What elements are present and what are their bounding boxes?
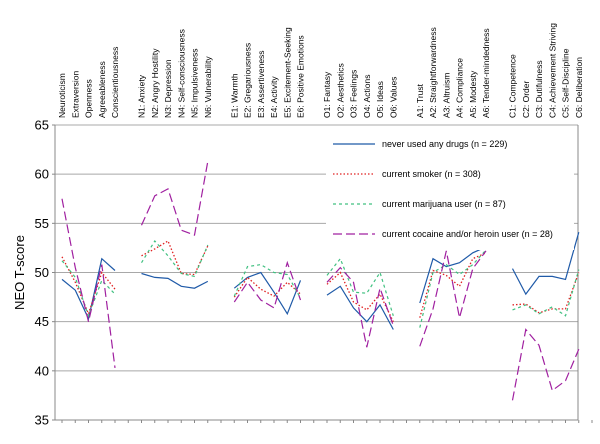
y-axis-label: NEO T-score — [12, 235, 27, 310]
series-line — [141, 272, 209, 289]
x-tick-label: O6: Values — [388, 77, 398, 118]
series-line — [326, 271, 394, 322]
y-tick-label: 60 — [35, 167, 49, 182]
x-tick-label: N5: Impulsiveness — [190, 49, 200, 118]
series-line — [61, 198, 116, 368]
series-line — [512, 269, 580, 317]
x-tick-label: N6: Vulnerability — [203, 56, 213, 118]
y-tick-label: 40 — [35, 363, 49, 378]
series-line — [140, 161, 209, 236]
legend-label: current marijuana user (n = 87) — [382, 199, 506, 209]
series-line — [140, 239, 209, 278]
x-tick-label: N3: Depression — [163, 59, 173, 118]
series-line — [419, 249, 487, 328]
legend-label: current smoker (n = 308) — [382, 169, 481, 179]
x-axis: Neuroticism Extraversion Openness Agreeable… — [57, 23, 584, 118]
series-line — [511, 328, 580, 401]
x-tick-label: O4: Actions — [362, 75, 372, 118]
legend-background — [326, 128, 574, 250]
x-tick-label: E1: Warmth — [229, 73, 239, 118]
x-tick-label: E6: Positive Emotions — [296, 35, 306, 118]
x-tick-label: C4: Achievement Striving — [547, 23, 557, 118]
x-tick-label: Extraversion — [70, 70, 80, 118]
x-tick-label: C6: Deliberation — [574, 57, 584, 118]
series-line — [61, 257, 116, 321]
y-tick-label: 35 — [35, 413, 49, 428]
y-tick-label: 65 — [35, 118, 49, 133]
x-tick-label: A3: Altruism — [441, 73, 451, 118]
x-tick-label: N2: Angry Hostility — [150, 48, 160, 118]
series-line — [61, 256, 116, 316]
x-tick-label: C1: Competence — [508, 54, 518, 118]
series-line — [419, 246, 487, 304]
x-tick-label: Agreeableness — [97, 61, 107, 118]
x-tick-label: E2: Gregariousness — [243, 43, 253, 118]
series-line — [419, 252, 487, 318]
x-tick-label: N4: Self-consciousness — [176, 29, 186, 118]
x-tick-label: A1: Trust — [415, 83, 425, 118]
x-tick-label: E3: Assertiveness — [256, 50, 266, 118]
legend-label: never used any drugs (n = 229) — [382, 139, 507, 149]
x-tick-label: A4: Compliance — [455, 58, 465, 118]
x-tick-label: E4: Activity — [269, 76, 279, 118]
x-tick-label: O2: Aesthetics — [335, 63, 345, 118]
x-tick-label: Openness — [84, 79, 94, 118]
series-line — [326, 266, 394, 348]
x-tick-label: C2: Order — [521, 81, 531, 118]
y-tick-label: 45 — [35, 314, 49, 329]
y-axis: 35 40 45 50 55 60 65 — [35, 118, 593, 428]
legend-label: current cocaine and/or heroin user (n = … — [382, 229, 553, 239]
series-line — [233, 263, 302, 299]
x-tick-label: Conscientiousness — [110, 47, 120, 118]
legend: never used any drugs (n = 229) current sm… — [326, 128, 574, 250]
series-line — [61, 260, 116, 318]
series-lines — [61, 161, 580, 401]
x-tick-label: C5: Self-Discipline — [561, 48, 571, 118]
series-line — [233, 271, 302, 316]
y-tick-label: 55 — [35, 216, 49, 231]
x-tick-label: O3: Feelings — [349, 70, 359, 118]
y-tick-label: 50 — [35, 265, 49, 280]
x-tick-label: C3: Dutifulness — [534, 60, 544, 118]
x-tick-label: A6: Tender-mindedness — [481, 28, 491, 118]
series-line — [419, 250, 487, 347]
x-tick-label: O1: Fantasy — [322, 71, 332, 118]
x-tick-label: Neuroticism — [57, 73, 67, 118]
x-tick-label: E5: Excitement-Seeking — [282, 27, 292, 118]
series-line — [233, 260, 302, 309]
series-line — [326, 257, 394, 316]
x-tick-label: O5: Ideas — [375, 81, 385, 118]
x-tick-label: A5: Modesty — [468, 70, 478, 118]
series-line — [511, 232, 580, 296]
x-tick-label: N1: Anxiety — [137, 74, 147, 118]
x-tick-label: A2: Straightforwardness — [428, 27, 438, 118]
